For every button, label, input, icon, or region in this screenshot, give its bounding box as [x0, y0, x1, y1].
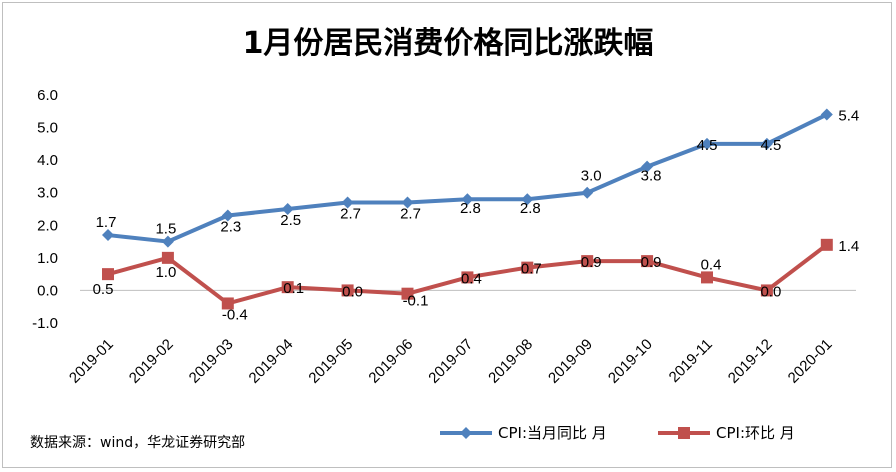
data-label: 4.5	[697, 137, 718, 154]
legend-marker-square	[678, 427, 690, 439]
data-point-square	[102, 268, 114, 281]
data-label: 3.0	[581, 168, 602, 185]
data-label: -0.4	[222, 306, 248, 323]
legend-marker-diamond	[460, 427, 472, 439]
data-label: 2.7	[340, 205, 361, 222]
data-label: 2.8	[520, 200, 541, 217]
data-point-diamond	[341, 196, 354, 209]
data-point-square	[281, 281, 294, 294]
y-tick-label: 0.0	[37, 282, 58, 299]
data-label: 1.0	[155, 264, 176, 281]
data-label: 5.4	[838, 108, 859, 125]
data-point-diamond	[521, 193, 534, 206]
series-line	[107, 112, 828, 244]
data-label: 0.4	[461, 270, 482, 287]
data-point-square	[161, 251, 174, 264]
data-label: 4.5	[760, 137, 781, 154]
data-point-diamond	[641, 160, 654, 173]
data-point-diamond	[461, 193, 474, 206]
data-point-square	[760, 284, 773, 297]
data-point-diamond	[221, 209, 234, 222]
data-point-square	[820, 238, 833, 251]
x-tick-label: 2019-06	[365, 336, 416, 387]
data-label: 1.7	[96, 214, 117, 231]
data-label: 1.5	[155, 221, 176, 238]
data-point-diamond	[102, 229, 114, 242]
data-label: 0.7	[521, 261, 542, 278]
data-point-diamond	[820, 108, 833, 121]
data-point-square	[521, 261, 534, 274]
data-label: 0.9	[641, 254, 662, 271]
y-tick-label: -1.0	[32, 315, 58, 332]
data-label: 3.8	[641, 168, 662, 185]
data-point-diamond	[401, 196, 414, 209]
x-tick-label: 2019-12	[725, 336, 776, 387]
data-label: -0.1	[403, 293, 429, 310]
data-label: 0.0	[760, 283, 781, 300]
data-point-square	[581, 255, 594, 268]
y-tick-label: 6.0	[37, 87, 58, 104]
data-point-square	[641, 255, 654, 268]
legend-label: CPI:当月同比 月	[498, 424, 607, 442]
data-point-square	[401, 287, 414, 300]
x-tick-label: 2019-07	[425, 336, 476, 387]
data-label: 2.5	[280, 212, 301, 229]
data-point-diamond	[581, 186, 594, 199]
data-point-square	[701, 271, 713, 284]
x-tick-label: 2019-05	[305, 336, 356, 387]
data-label: 0.1	[283, 280, 304, 297]
chart-title: 1月份居民消费价格同比涨跌幅	[242, 26, 654, 61]
data-label: 0.4	[701, 256, 722, 273]
x-tick-label: 2019-11	[666, 336, 716, 386]
y-tick-label: 5.0	[37, 120, 58, 137]
x-tick-label: 2019-10	[605, 336, 656, 387]
data-point-diamond	[701, 137, 713, 150]
x-tick-label: 2019-02	[126, 336, 177, 387]
data-label: 2.3	[220, 219, 241, 236]
x-tick-label: 2019-09	[545, 336, 596, 387]
x-tick-label: 2019-01	[66, 336, 117, 387]
x-tick-label: 2019-03	[186, 336, 237, 387]
x-tick-label: 2019-04	[246, 336, 297, 387]
data-label: 0.5	[93, 281, 114, 298]
data-point-diamond	[161, 235, 174, 248]
data-point-diamond	[281, 203, 294, 215]
data-point-square	[221, 297, 234, 310]
legend-label: CPI:环比 月	[716, 424, 795, 442]
y-tick-label: 4.0	[37, 152, 58, 169]
x-tick-label: 2020-01	[785, 336, 836, 387]
data-point-square	[341, 284, 354, 297]
data-label: 0.9	[581, 254, 602, 271]
data-label: 2.8	[460, 200, 481, 217]
data-label: 2.7	[400, 205, 421, 222]
data-point-diamond	[760, 137, 773, 150]
y-tick-label: 2.0	[37, 217, 58, 234]
x-tick-label: 2019-08	[485, 336, 536, 387]
data-source-note: 数据来源：wind，华龙证券研究部	[30, 435, 246, 451]
data-label: 1.4	[838, 238, 859, 255]
data-label: 0.0	[342, 283, 363, 300]
data-point-square	[461, 271, 474, 284]
y-tick-label: 1.0	[37, 250, 58, 267]
y-tick-label: 3.0	[37, 185, 58, 202]
